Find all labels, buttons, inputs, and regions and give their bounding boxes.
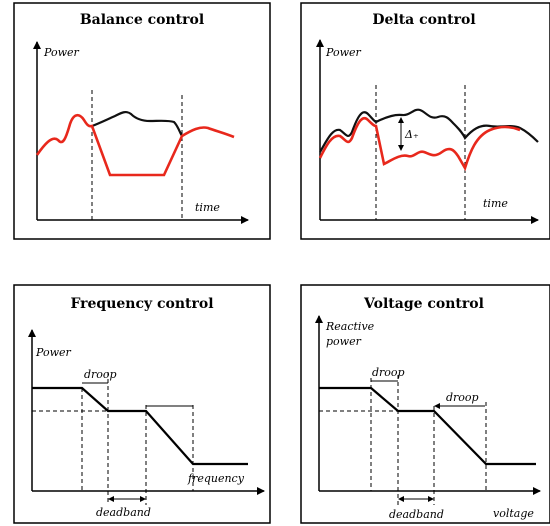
delta-available-power-curve bbox=[319, 108, 539, 153]
balance-control-panel: Balance control Power time bbox=[13, 2, 271, 240]
voltage-droop-label-1: droop bbox=[372, 366, 405, 379]
balance-x-label: time bbox=[195, 201, 220, 214]
frequency-panel-frame bbox=[13, 284, 271, 524]
delta-control-panel: Delta control Power time Δ₊ bbox=[300, 2, 550, 240]
delta-x-label: time bbox=[483, 197, 508, 210]
balance-controlled-power-curve bbox=[35, 113, 235, 177]
voltage-panel-frame bbox=[300, 284, 550, 524]
voltage-x-label: voltage bbox=[493, 507, 534, 520]
voltage-control-panel: Voltage control Reactive power voltage d… bbox=[300, 284, 550, 524]
voltage-y-label-line1: Reactive bbox=[325, 320, 375, 333]
delta-y-label: Power bbox=[325, 46, 362, 59]
frequency-panel-title: Frequency control bbox=[70, 296, 213, 312]
balance-y-label: Power bbox=[43, 46, 80, 59]
frequency-y-label: Power bbox=[35, 346, 72, 359]
frequency-control-panel: Frequency control Power frequency droop … bbox=[13, 284, 271, 524]
frequency-x-label: frequency bbox=[187, 472, 245, 485]
delta-panel-frame bbox=[300, 2, 550, 240]
voltage-reactive-power-curve bbox=[319, 386, 536, 466]
balance-panel-title: Balance control bbox=[80, 12, 204, 28]
delta-panel-title: Delta control bbox=[372, 12, 475, 28]
frequency-droop-label: droop bbox=[84, 368, 117, 381]
delta-controlled-power-curve bbox=[318, 117, 521, 172]
voltage-droop-label-2: droop bbox=[446, 391, 479, 404]
voltage-deadband-label: deadband bbox=[389, 508, 444, 521]
balance-available-power-curve bbox=[91, 110, 183, 137]
voltage-y-label-line2: power bbox=[326, 335, 362, 348]
frequency-deadband-label: deadband bbox=[96, 506, 151, 519]
voltage-panel-title: Voltage control bbox=[363, 296, 484, 312]
delta-gap-symbol: Δ₊ bbox=[404, 128, 419, 141]
frequency-power-curve bbox=[32, 386, 248, 466]
